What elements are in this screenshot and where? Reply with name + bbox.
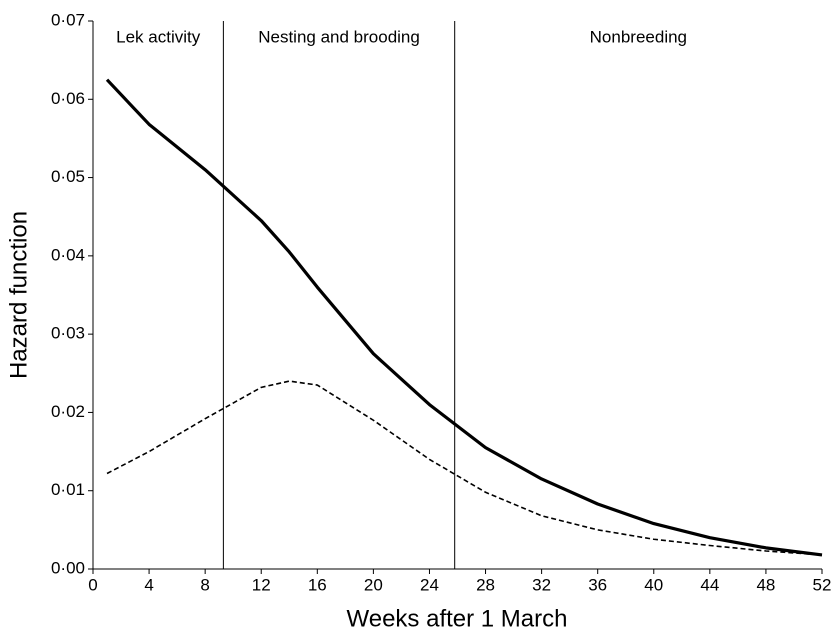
- y-tick-label: 0·00: [51, 558, 85, 577]
- y-tick-label: 0·05: [51, 167, 85, 186]
- x-tick-label: 32: [532, 575, 551, 594]
- y-tick-label: 0·06: [51, 89, 85, 108]
- y-tick-label: 0·01: [51, 480, 85, 499]
- line-series: [105, 78, 823, 557]
- x-tick-label: 44: [700, 575, 719, 594]
- x-tick-label: 24: [420, 575, 439, 594]
- x-tick-label: 16: [308, 575, 327, 594]
- period-label: Nesting and brooding: [258, 27, 420, 46]
- x-tick-label: 12: [252, 575, 271, 594]
- y-tick-label: 0·02: [51, 402, 85, 421]
- x-tick-label: 28: [476, 575, 495, 594]
- y-tick-label: 0·07: [51, 10, 85, 29]
- x-tick-label: 8: [200, 575, 209, 594]
- x-tick-label: 4: [144, 575, 153, 594]
- x-tick-label: 0: [88, 575, 97, 594]
- x-tick-label: 48: [756, 575, 775, 594]
- x-tick-label: 20: [364, 575, 383, 594]
- x-axis-title: Weeks after 1 March: [347, 605, 568, 632]
- y-tick-label: 0·04: [51, 245, 85, 264]
- x-tick-label: 40: [644, 575, 663, 594]
- x-tick-label: 52: [813, 575, 832, 594]
- y-tick-label: 0·03: [51, 324, 85, 343]
- x-tick-label: 36: [588, 575, 607, 594]
- period-label: Nonbreeding: [590, 27, 687, 46]
- y-axis-title: Hazard function: [5, 211, 32, 379]
- line-series: [106, 380, 823, 556]
- period-label: Lek activity: [116, 27, 201, 46]
